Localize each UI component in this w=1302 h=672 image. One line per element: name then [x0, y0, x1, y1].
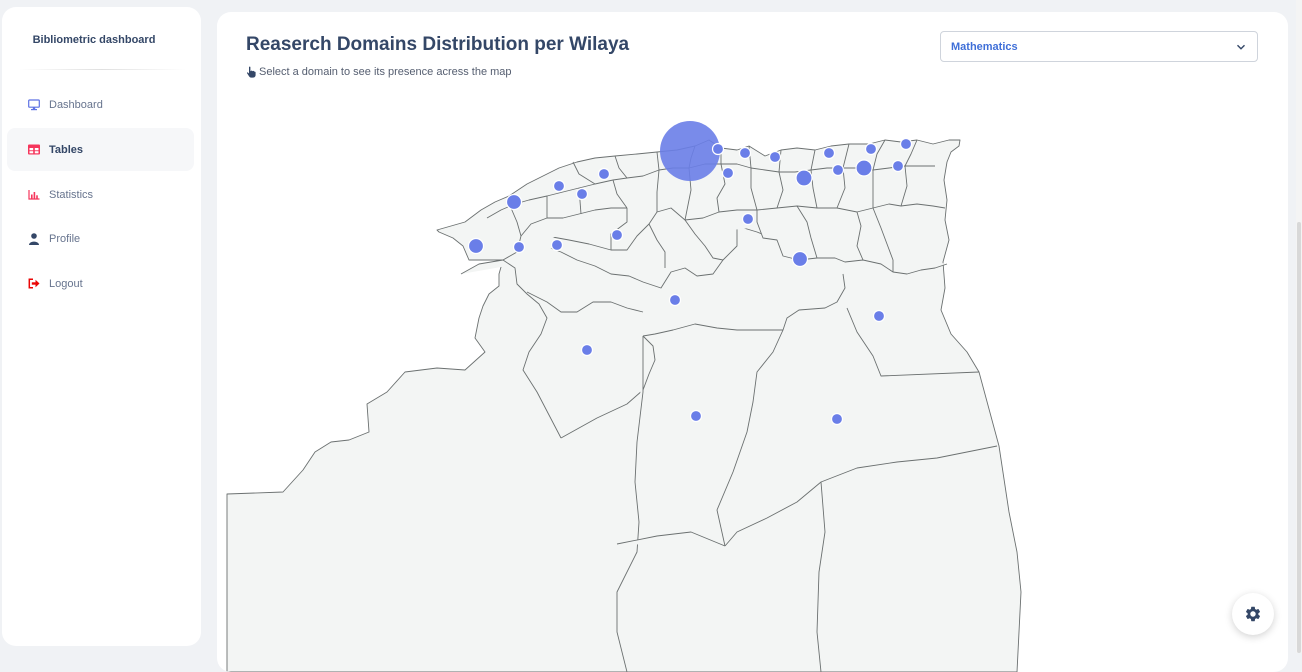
gear-icon	[1245, 606, 1261, 622]
sidebar-item-label: Statistics	[49, 188, 94, 201]
map-card: Reaserch Domains Distribution per Wilaya…	[217, 12, 1288, 672]
wilaya-bubble[interactable]	[512, 240, 526, 254]
sidebar-item-label: Tables	[49, 143, 84, 156]
wilaya-map	[217, 12, 1288, 672]
sidebar-item-label: Dashboard	[49, 98, 103, 111]
wilaya-bubble[interactable]	[741, 212, 755, 226]
sidebar-item-label: Logout	[49, 277, 83, 290]
sidebar: Bibliometric dashboard Dashboard Tables …	[2, 7, 201, 646]
wilaya-bubble[interactable]	[610, 228, 624, 242]
sidebar-item-logout[interactable]: Logout	[7, 262, 194, 305]
page-subtitle: Select a domain to see its presence acre…	[246, 66, 512, 78]
wilaya-bubble[interactable]	[668, 293, 682, 307]
wilaya-bubble[interactable]	[864, 142, 878, 156]
wilaya-bubble[interactable]	[505, 193, 523, 211]
wilaya-bubble[interactable]	[711, 142, 725, 156]
sidebar-item-label: Profile	[49, 232, 81, 245]
logout-icon	[27, 277, 41, 291]
wilaya-bubble[interactable]	[580, 343, 594, 357]
sidebar-item-dashboard[interactable]: Dashboard	[7, 83, 194, 126]
wilaya-bubble[interactable]	[552, 179, 566, 193]
wilaya-bubble[interactable]	[855, 159, 873, 177]
wilaya-bubble[interactable]	[891, 159, 905, 173]
subtitle-text: Select a domain to see its presence acre…	[259, 66, 512, 78]
wilaya-bubble[interactable]	[791, 250, 809, 268]
monitor-icon	[27, 98, 41, 112]
wilaya-bubble[interactable]	[795, 169, 813, 187]
page-title: Reaserch Domains Distribution per Wilaya	[246, 34, 630, 55]
wilaya-bubble[interactable]	[899, 137, 913, 151]
wilaya-bubble[interactable]	[597, 167, 611, 181]
map-svg[interactable]	[217, 12, 1288, 672]
domain-select[interactable]: Mathematics	[940, 31, 1258, 62]
sidebar-item-tables[interactable]: Tables	[7, 128, 194, 171]
wilaya-bubble[interactable]	[467, 237, 485, 255]
wilaya-bubble[interactable]	[575, 187, 589, 201]
wilaya-bubble[interactable]	[872, 309, 886, 323]
scrollbar-thumb[interactable]	[1297, 222, 1301, 653]
table-icon	[27, 143, 41, 157]
settings-button[interactable]	[1232, 593, 1274, 635]
hand-pointer-icon	[246, 66, 256, 78]
wilaya-bubble[interactable]	[831, 163, 845, 177]
wilaya-bubble[interactable]	[689, 409, 703, 423]
page-scrollbar[interactable]	[1296, 0, 1302, 653]
wilaya-bubble[interactable]	[768, 150, 782, 164]
brand-title: Bibliometric dashboard	[32, 34, 156, 46]
wilaya-bubble[interactable]	[660, 121, 720, 181]
wilaya-bubble[interactable]	[721, 166, 735, 180]
user-icon	[27, 232, 41, 246]
wilaya-bubble[interactable]	[830, 412, 844, 426]
chart-icon	[27, 188, 41, 202]
wilaya-bubble[interactable]	[550, 238, 564, 252]
sidebar-item-statistics[interactable]: Statistics	[7, 173, 194, 216]
sidebar-item-profile[interactable]: Profile	[7, 217, 194, 260]
domain-select-value: Mathematics	[951, 41, 1018, 53]
chevron-down-icon	[1237, 44, 1245, 50]
sidebar-divider	[18, 69, 186, 70]
wilaya-bubble[interactable]	[822, 146, 836, 160]
wilaya-bubble[interactable]	[738, 146, 752, 160]
